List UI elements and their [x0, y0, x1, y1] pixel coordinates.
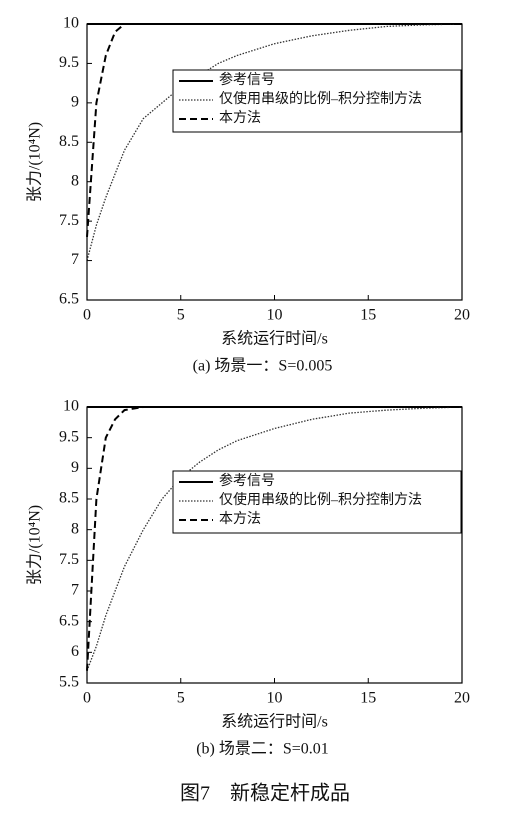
subtitle: (a) 场景一：S=0.005	[193, 357, 333, 375]
x-tick-label: 20	[454, 690, 470, 707]
x-axis-label: 系统运行时间/s	[221, 330, 328, 348]
y-tick-label: 9	[71, 459, 79, 476]
legend-label: 参考信号	[219, 71, 275, 88]
subtitle: (b) 场景二：S=0.01	[196, 740, 329, 758]
y-tick-label: 7	[71, 251, 79, 268]
y-tick-label: 10	[63, 398, 79, 415]
y-axis-label: 张力/(10⁴N)	[26, 122, 44, 202]
y-tick-label: 9.5	[59, 428, 79, 445]
axes-frame	[86, 406, 463, 684]
y-tick-label: 8.5	[59, 133, 79, 150]
x-tick-label: 0	[83, 690, 91, 707]
y-tick-label: 10	[63, 15, 79, 32]
series-line	[86, 406, 463, 671]
axes-frame	[86, 23, 463, 301]
y-tick-label: 6.5	[59, 291, 79, 308]
legend-label: 仅使用串级的比例–积分控制方法	[219, 90, 422, 107]
y-tick-label: 7.5	[59, 551, 79, 568]
y-tick-label: 7.5	[59, 212, 79, 229]
y-tick-label: 9	[71, 94, 79, 111]
x-tick-label: 20	[454, 307, 470, 324]
legend-label: 本方法	[219, 110, 261, 126]
plot: 5.5 6 6.5 7 7.5 8 8.5 9 9.5 10 0 5 10 15 20 参考信号仅使用串级的比…	[26, 398, 470, 758]
plot: 6.5 7 7.5 8 8.5 9 9.5 10 0 5 10 15 20 参考信号仅使用串级的比例–积分…	[26, 15, 470, 375]
legend-box	[172, 470, 462, 534]
x-tick-label: 5	[177, 307, 185, 324]
y-tick-label: 8.5	[59, 490, 79, 507]
series-line	[86, 406, 462, 671]
x-tick-label: 10	[267, 690, 283, 707]
y-tick-label: 9.5	[59, 54, 79, 71]
y-tick-label: 6	[71, 643, 79, 660]
y-tick-label: 8	[71, 520, 79, 537]
legend-label: 仅使用串级的比例–积分控制方法	[219, 491, 422, 508]
y-tick-label: 8	[71, 172, 79, 189]
legend-box	[172, 69, 462, 133]
x-tick-label: 15	[360, 307, 376, 324]
series-line	[86, 23, 463, 261]
figure-caption: 图7 新稳定杆成品	[180, 782, 350, 805]
y-axis-label: 张力/(10⁴N)	[26, 505, 44, 585]
legend-label: 参考信号	[219, 472, 275, 489]
legend-label: 本方法	[219, 511, 261, 527]
y-tick-label: 5.5	[59, 674, 79, 691]
x-tick-label: 5	[177, 690, 185, 707]
x-axis-label: 系统运行时间/s	[221, 713, 328, 731]
y-tick-label: 7	[71, 582, 79, 599]
x-tick-label: 15	[360, 690, 376, 707]
y-tick-label: 6.5	[59, 612, 79, 629]
x-tick-label: 10	[267, 307, 283, 324]
x-tick-label: 0	[83, 307, 91, 324]
